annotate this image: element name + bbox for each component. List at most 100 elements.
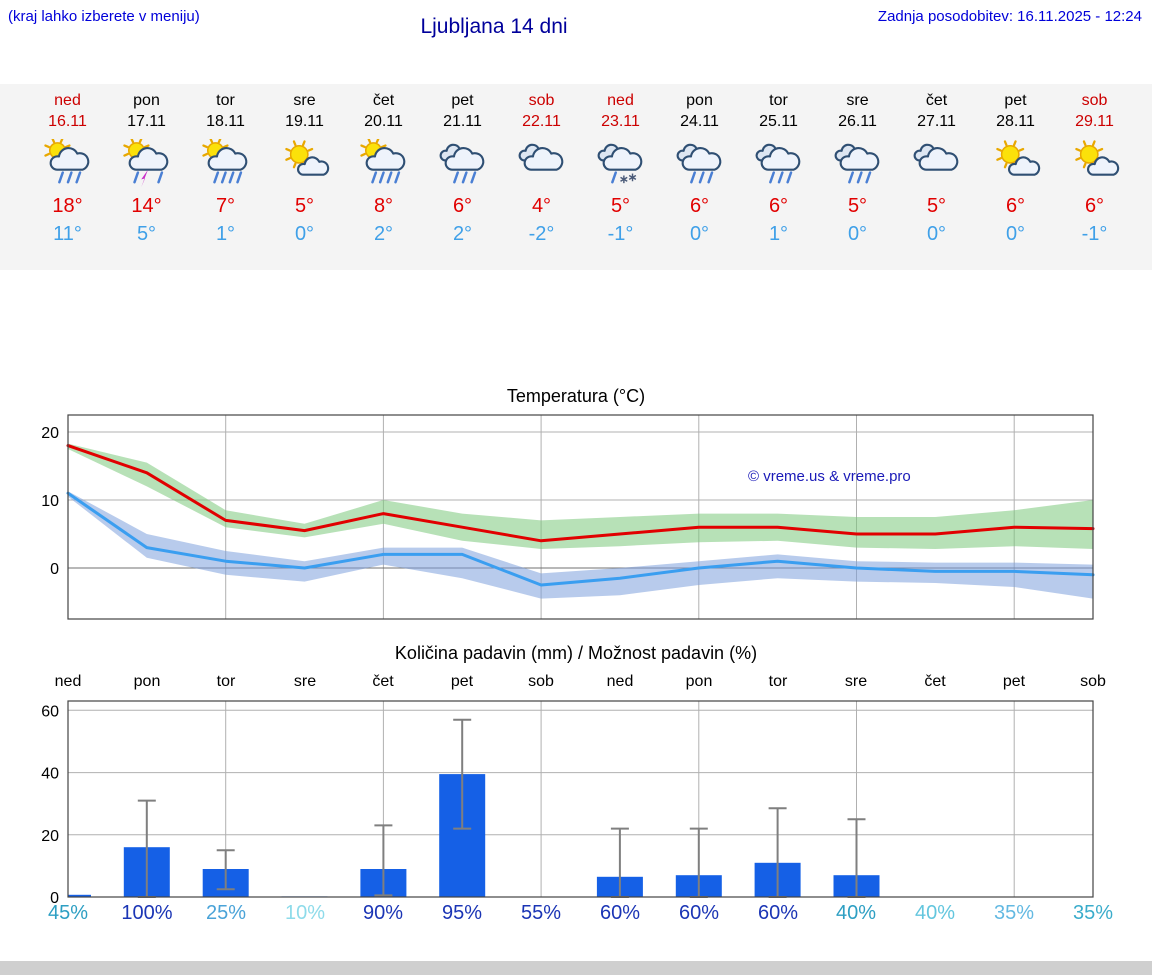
day-column[interactable]: tor 18.11 7° 1° bbox=[186, 84, 265, 270]
forecast-strip: ned 16.11 18° 11° pon 17.11 14° 5° tor 18.11 7° 1° s… bbox=[0, 84, 1152, 270]
precip-probability: 100% bbox=[121, 902, 173, 924]
day-column[interactable]: sre 26.11 5° 0° bbox=[818, 84, 897, 270]
precip-probability: 40% bbox=[835, 902, 877, 924]
temp-max: 5° bbox=[610, 195, 631, 217]
sun-cloud-heavy-rain-icon bbox=[353, 135, 415, 191]
day-name: sob bbox=[1081, 92, 1108, 109]
temperature-chart-title: Temperatura (°C) bbox=[506, 386, 646, 406]
day-column[interactable]: sre 19.11 5° 0° bbox=[265, 84, 344, 270]
precip-day-label: sob bbox=[528, 673, 554, 690]
temp-min: 0° bbox=[689, 223, 710, 245]
day-name: pon bbox=[686, 92, 713, 109]
day-column[interactable]: pet 28.11 6° 0° bbox=[976, 84, 1055, 270]
day-date: 21.11 bbox=[443, 113, 482, 130]
menu-hint: (kraj lahko izberete v meniju) bbox=[8, 8, 200, 25]
day-column[interactable]: ned 23.11 5° -1° bbox=[581, 84, 660, 270]
temp-min: 0° bbox=[926, 223, 947, 245]
precip-probability: 90% bbox=[362, 902, 404, 924]
sun-cloud-icon bbox=[1064, 135, 1126, 191]
svg-text:20: 20 bbox=[41, 828, 59, 845]
day-date: 26.11 bbox=[838, 113, 877, 130]
svg-text:0: 0 bbox=[50, 561, 59, 578]
sun-cloud-storm-icon bbox=[116, 135, 178, 191]
day-column[interactable]: pon 24.11 6° 0° bbox=[660, 84, 739, 270]
day-name: sob bbox=[528, 92, 555, 109]
precip-day-label: pet bbox=[1002, 673, 1026, 690]
temp-min: -1° bbox=[1081, 223, 1108, 245]
precip-probability: 60% bbox=[599, 902, 641, 924]
day-date: 28.11 bbox=[996, 113, 1035, 130]
clouds-rain-icon bbox=[669, 135, 731, 191]
sun-cloud-rain-icon bbox=[37, 135, 99, 191]
temp-min: 0° bbox=[294, 223, 315, 245]
svg-text:10: 10 bbox=[41, 493, 59, 510]
day-date: 16.11 bbox=[48, 113, 87, 130]
day-date: 25.11 bbox=[759, 113, 798, 130]
day-column[interactable]: pet 21.11 6° 2° bbox=[423, 84, 502, 270]
svg-text:40: 40 bbox=[41, 766, 59, 783]
precip-probability: 40% bbox=[914, 902, 956, 924]
day-date: 20.11 bbox=[364, 113, 403, 130]
day-column[interactable]: pon 17.11 14° 5° bbox=[107, 84, 186, 270]
day-column[interactable]: čet 20.11 8° 2° bbox=[344, 84, 423, 270]
temp-min: 5° bbox=[136, 223, 157, 245]
temp-max: 6° bbox=[1005, 195, 1026, 217]
day-column[interactable]: ned 16.11 18° 11° bbox=[28, 84, 107, 270]
day-date: 29.11 bbox=[1075, 113, 1114, 130]
day-column[interactable]: tor 25.11 6° 1° bbox=[739, 84, 818, 270]
sun-cloud-heavy-rain-icon bbox=[195, 135, 257, 191]
clouds-rain-icon bbox=[748, 135, 810, 191]
svg-text:0: 0 bbox=[50, 890, 59, 903]
precip-day-labels: ned pon tor sre čet pet sob ned pon tor sre čet pet s… bbox=[0, 673, 1152, 693]
temp-max: 5° bbox=[294, 195, 315, 217]
temp-max: 6° bbox=[452, 195, 473, 217]
day-date: 23.11 bbox=[601, 113, 640, 130]
precip-probability-row: 45% 100% 25% 10% 90% 95% 55% 60% 60% 60% 40% 40% 35%… bbox=[0, 902, 1152, 930]
clouds-icon bbox=[511, 135, 573, 191]
footer-bar bbox=[0, 961, 1152, 975]
clouds-rain-icon bbox=[827, 135, 889, 191]
day-name: pet bbox=[451, 92, 474, 109]
temp-min: -2° bbox=[528, 223, 555, 245]
temp-max: 6° bbox=[1084, 195, 1105, 217]
temp-max: 5° bbox=[847, 195, 868, 217]
day-column[interactable]: čet 27.11 5° 0° bbox=[897, 84, 976, 270]
temp-min: 0° bbox=[1005, 223, 1026, 245]
clouds-icon bbox=[906, 135, 968, 191]
day-name: sre bbox=[293, 92, 316, 109]
svg-text:20: 20 bbox=[41, 425, 59, 442]
sun-small-cloud-icon bbox=[274, 135, 336, 191]
last-update: Zadnja posodobitev: 16.11.2025 - 12:24 bbox=[877, 8, 1142, 25]
precip-probability: 60% bbox=[678, 902, 720, 924]
day-name: čet bbox=[925, 92, 948, 109]
day-column[interactable]: sob 22.11 4° -2° bbox=[502, 84, 581, 270]
day-date: 19.11 bbox=[285, 113, 324, 130]
precip-probability: 95% bbox=[441, 902, 483, 924]
temp-min: 2° bbox=[452, 223, 473, 245]
precip-day-label: ned bbox=[606, 673, 634, 690]
precipitation-chart-title: Količina padavin (mm) / Možnost padavin … bbox=[394, 643, 758, 663]
day-name: ned bbox=[607, 92, 634, 109]
day-name: pon bbox=[133, 92, 160, 109]
temp-min: 2° bbox=[373, 223, 394, 245]
temp-max: 6° bbox=[689, 195, 710, 217]
temp-max: 8° bbox=[373, 195, 394, 217]
precip-probability: 35% bbox=[993, 902, 1035, 924]
temp-min: 1° bbox=[215, 223, 236, 245]
temp-max: 6° bbox=[768, 195, 789, 217]
day-name: tor bbox=[216, 92, 235, 109]
temp-min: 11° bbox=[53, 223, 82, 245]
temperature-chart: 0 10 20 bbox=[41, 414, 1095, 620]
precip-probability: 35% bbox=[1072, 902, 1114, 924]
day-name: ned bbox=[54, 92, 81, 109]
day-name: sre bbox=[846, 92, 869, 109]
precip-day-label: tor bbox=[768, 673, 788, 690]
temp-min: -1° bbox=[607, 223, 634, 245]
sun-cloud-icon bbox=[985, 135, 1047, 191]
clouds-rain-icon bbox=[432, 135, 494, 191]
temp-max: 7° bbox=[215, 195, 236, 217]
svg-text:60: 60 bbox=[41, 703, 59, 720]
precip-probability: 55% bbox=[520, 902, 562, 924]
day-name: pet bbox=[1004, 92, 1027, 109]
day-column[interactable]: sob 29.11 6° -1° bbox=[1055, 84, 1134, 270]
